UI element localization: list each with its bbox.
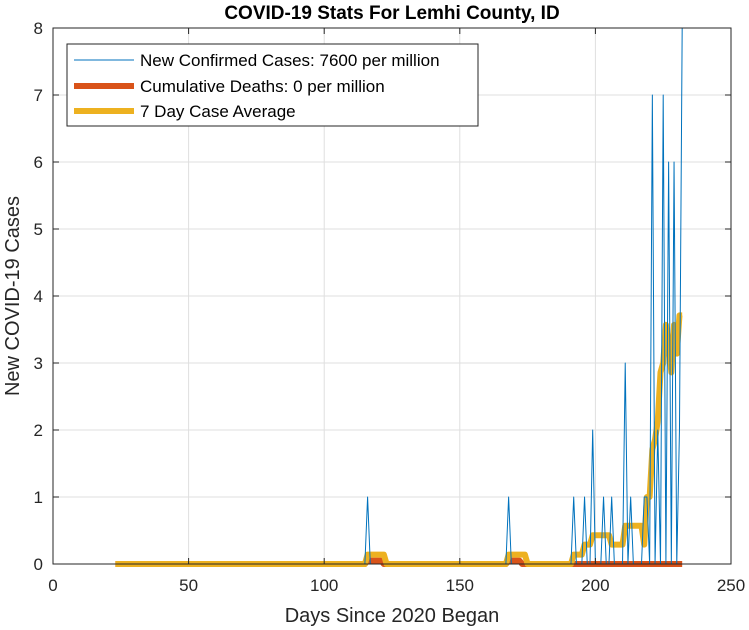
x-tick-label: 150	[446, 576, 474, 595]
y-tick-label: 6	[34, 153, 43, 172]
y-tick-label: 8	[34, 19, 43, 38]
y-tick-label: 4	[34, 287, 43, 306]
y-tick-label: 5	[34, 220, 43, 239]
y-tick-label: 2	[34, 421, 43, 440]
legend-box	[66, 43, 479, 127]
x-tick-label: 200	[581, 576, 609, 595]
y-tick-label: 1	[34, 488, 43, 507]
x-tick-label: 0	[48, 576, 57, 595]
legend: New Confirmed Cases: 7600 per million Cu…	[66, 43, 479, 127]
ticks: 0 50 100 150 200 250 0 1 2 3 4 5 6 7 8	[34, 19, 746, 595]
y-tick-label: 3	[34, 354, 43, 373]
x-axis-label: Days Since 2020 Began	[285, 605, 500, 627]
y-tick-label: 0	[34, 555, 43, 574]
y-axis-label: New COVID-19 Cases	[2, 196, 24, 396]
y-tick-label: 7	[34, 86, 43, 105]
legend-label-deaths: Cumulative Deaths: 0 per million	[140, 77, 385, 96]
legend-label-new-cases: New Confirmed Cases: 7600 per million	[140, 51, 440, 70]
x-tick-label: 250	[717, 576, 745, 595]
legend-label-7day-average: 7 Day Case Average	[140, 102, 296, 121]
x-tick-label: 100	[310, 576, 338, 595]
chart-title: COVID-19 Stats For Lemhi County, ID	[224, 3, 559, 24]
x-tick-label: 50	[179, 576, 198, 595]
